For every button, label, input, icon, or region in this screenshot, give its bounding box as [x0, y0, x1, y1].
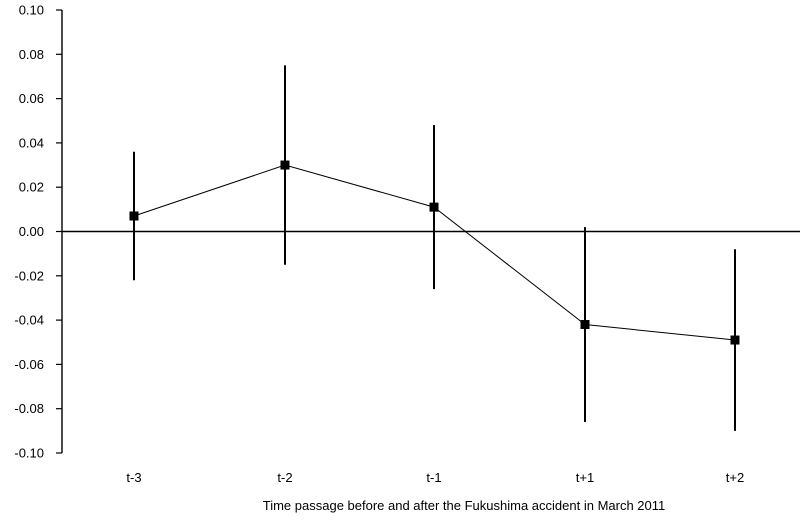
y-tick-label: -0.04: [14, 313, 44, 328]
x-tick-label: t+2: [726, 470, 744, 485]
x-axis-label: Time passage before and after the Fukush…: [263, 498, 666, 513]
data-point-marker: [730, 335, 740, 345]
error-bars: [133, 65, 736, 431]
data-point-marker: [280, 160, 290, 170]
x-tick-label: t-3: [126, 470, 141, 485]
y-tick-label: 0.02: [19, 180, 44, 195]
x-tick-label: t+1: [576, 470, 594, 485]
y-tick-label: -0.06: [14, 357, 44, 372]
y-tick-label: 0.04: [19, 135, 44, 150]
x-axis: t-3 t-2 t-1 t+1 t+2: [62, 230, 800, 485]
y-axis: 0.10 0.08 0.06 0.04 0.02 0.00 -0.02 -0.04 -0.06 -…: [14, 3, 63, 461]
data-markers: [129, 160, 740, 345]
y-tick-label: 0.00: [19, 224, 44, 239]
y-tick-label: 0.08: [19, 47, 44, 62]
y-tick-label: -0.08: [14, 401, 44, 416]
y-tick-label: -0.02: [14, 268, 44, 283]
x-tick-label: t-2: [277, 470, 292, 485]
y-tick-label: 0.06: [19, 91, 44, 106]
data-point-marker: [129, 211, 139, 221]
y-tick-label: 0.10: [19, 3, 44, 18]
y-tick-label: -0.10: [14, 446, 44, 461]
axis-labels: Time passage before and after the Fukush…: [263, 498, 666, 513]
data-point-marker: [429, 202, 439, 212]
data-point-marker: [580, 320, 590, 330]
x-tick-label: t-1: [426, 470, 441, 485]
